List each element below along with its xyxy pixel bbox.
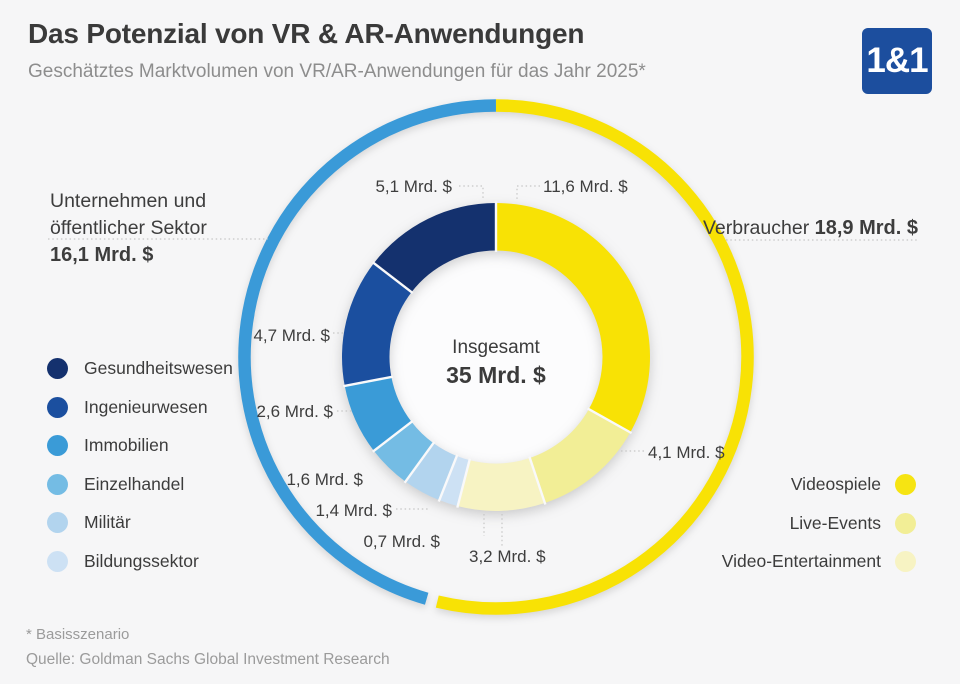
segment-value-label-live-events: 4,1 Mrd. $ bbox=[648, 443, 725, 462]
legend-label: Bildungssektor bbox=[84, 550, 199, 571]
legend-dot-icon bbox=[47, 550, 68, 572]
leader-lines bbox=[48, 185, 918, 547]
legend-label: Video-Entertainment bbox=[721, 551, 881, 571]
legend-left: Gesundheitswesen Ingenieurwesen Immobili… bbox=[47, 358, 233, 572]
legend-dot-icon bbox=[47, 435, 68, 456]
group-label-enterprise-line2: öffentlicher Sektor bbox=[50, 217, 207, 239]
segment-value-label-einzelhandel: 1,6 Mrd. $ bbox=[286, 470, 363, 489]
legend-item-gesundheitswesen: Gesundheitswesen bbox=[47, 358, 233, 379]
page-subtitle: Geschätztes Marktvolumen von VR/AR-Anwen… bbox=[28, 61, 646, 82]
segment-value-label-gesundheitswesen: 5,1 Mrd. $ bbox=[375, 177, 452, 196]
legend-label: Live-Events bbox=[789, 512, 881, 533]
legend-dot-icon bbox=[47, 358, 68, 379]
footnote: * Basisszenario bbox=[26, 626, 130, 643]
page-title: Das Potenzial von VR & AR-Anwendungen bbox=[28, 18, 585, 49]
legend-right: Videospiele Live-Events Video-Entertainm… bbox=[722, 474, 916, 572]
segment-value-label-immobilien: 2,6 Mrd. $ bbox=[256, 402, 333, 421]
legend-dot-icon bbox=[895, 474, 916, 495]
group-label-enterprise: Unternehmen und öffentlicher Sektor 16,1… bbox=[50, 188, 207, 269]
legend-item-immobilien: Immobilien bbox=[47, 435, 233, 456]
legend-item-videospiele: Videospiele bbox=[791, 474, 916, 495]
group-label-enterprise-value: 16,1 Mrd. $ bbox=[50, 244, 154, 266]
segment-value-label-videospiele: 11,6 Mrd. $ bbox=[543, 177, 628, 196]
legend-label: Immobilien bbox=[84, 435, 169, 455]
segment-value-label-ingenieurwesen: 4,7 Mrd. $ bbox=[253, 326, 330, 345]
center-label-value: 35 Mrd. $ bbox=[446, 362, 546, 388]
group-label-enterprise-line1: Unternehmen und bbox=[50, 190, 207, 212]
legend-dot-icon bbox=[47, 512, 68, 533]
segment-separators bbox=[343, 201, 633, 508]
legend-label: Videospiele bbox=[790, 474, 881, 494]
legend-label: Einzelhandel bbox=[84, 473, 185, 494]
legend-label: Ingenieurwesen bbox=[84, 396, 208, 417]
legend-item-bildungssektor: Bildungssektor bbox=[47, 550, 233, 572]
group-label-consumer-value: 18,9 Mrd. $ bbox=[814, 217, 918, 239]
legend-dot-icon bbox=[895, 512, 916, 534]
legend-item-militaer: Militär bbox=[47, 512, 233, 533]
legend-dot-icon bbox=[895, 551, 916, 572]
legend-item-einzelhandel: Einzelhandel bbox=[47, 473, 233, 495]
legend-item-live-events: Live-Events bbox=[789, 512, 916, 534]
chart-center-label: Insgesamt 35 Mrd. $ bbox=[396, 337, 596, 389]
segment-value-label-militaer: 1,4 Mrd. $ bbox=[315, 501, 392, 520]
legend-item-ingenieurwesen: Ingenieurwesen bbox=[47, 396, 233, 418]
center-label-text: Insgesamt bbox=[452, 337, 540, 358]
group-label-consumer: Verbraucher 18,9 Mrd. $ bbox=[703, 217, 918, 240]
chart-hole bbox=[389, 250, 603, 464]
outer-group-ring bbox=[238, 99, 754, 615]
segment-value-label-bildungssektor: 0,7 Mrd. $ bbox=[363, 532, 440, 551]
legend-item-video-entertainment: Video-Entertainment bbox=[722, 551, 916, 572]
donut-segments bbox=[342, 203, 650, 511]
legend-dot-icon bbox=[47, 473, 68, 495]
legend-label: Gesundheitswesen bbox=[84, 358, 233, 378]
source-credit: Quelle: Goldman Sachs Global Investment … bbox=[26, 651, 390, 668]
brand-logo: 1&1 bbox=[862, 28, 932, 94]
group-label-consumer-text: Verbraucher bbox=[702, 217, 810, 239]
legend-label: Militär bbox=[84, 512, 131, 532]
brand-logo-text: 1&1 bbox=[866, 41, 928, 80]
segment-value-label-video-entertainment: 3,2 Mrd. $ bbox=[469, 547, 546, 566]
legend-dot-icon bbox=[47, 396, 68, 418]
